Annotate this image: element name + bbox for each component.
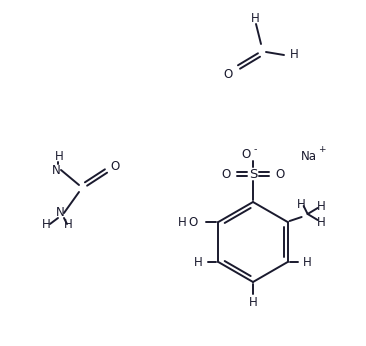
- Text: H: H: [194, 255, 203, 268]
- Text: H: H: [42, 219, 51, 231]
- Text: H: H: [297, 198, 306, 210]
- Text: N: N: [56, 207, 64, 219]
- Text: H: H: [64, 219, 72, 231]
- Text: O: O: [221, 167, 231, 181]
- Text: H: H: [303, 255, 312, 268]
- Text: O: O: [111, 160, 120, 173]
- Text: H: H: [317, 216, 326, 228]
- Text: -: -: [254, 146, 257, 155]
- Text: N: N: [52, 164, 60, 176]
- Text: O: O: [188, 216, 197, 228]
- Text: S: S: [249, 167, 257, 181]
- Text: O: O: [242, 148, 251, 162]
- Text: H: H: [178, 216, 186, 228]
- Text: H: H: [251, 11, 259, 25]
- Text: H: H: [290, 48, 298, 62]
- Text: H: H: [317, 200, 326, 212]
- Text: Na: Na: [301, 149, 317, 163]
- Text: O: O: [223, 69, 233, 82]
- Text: O: O: [275, 167, 285, 181]
- Text: +: +: [318, 146, 325, 155]
- Text: H: H: [249, 295, 257, 309]
- Text: H: H: [55, 149, 63, 163]
